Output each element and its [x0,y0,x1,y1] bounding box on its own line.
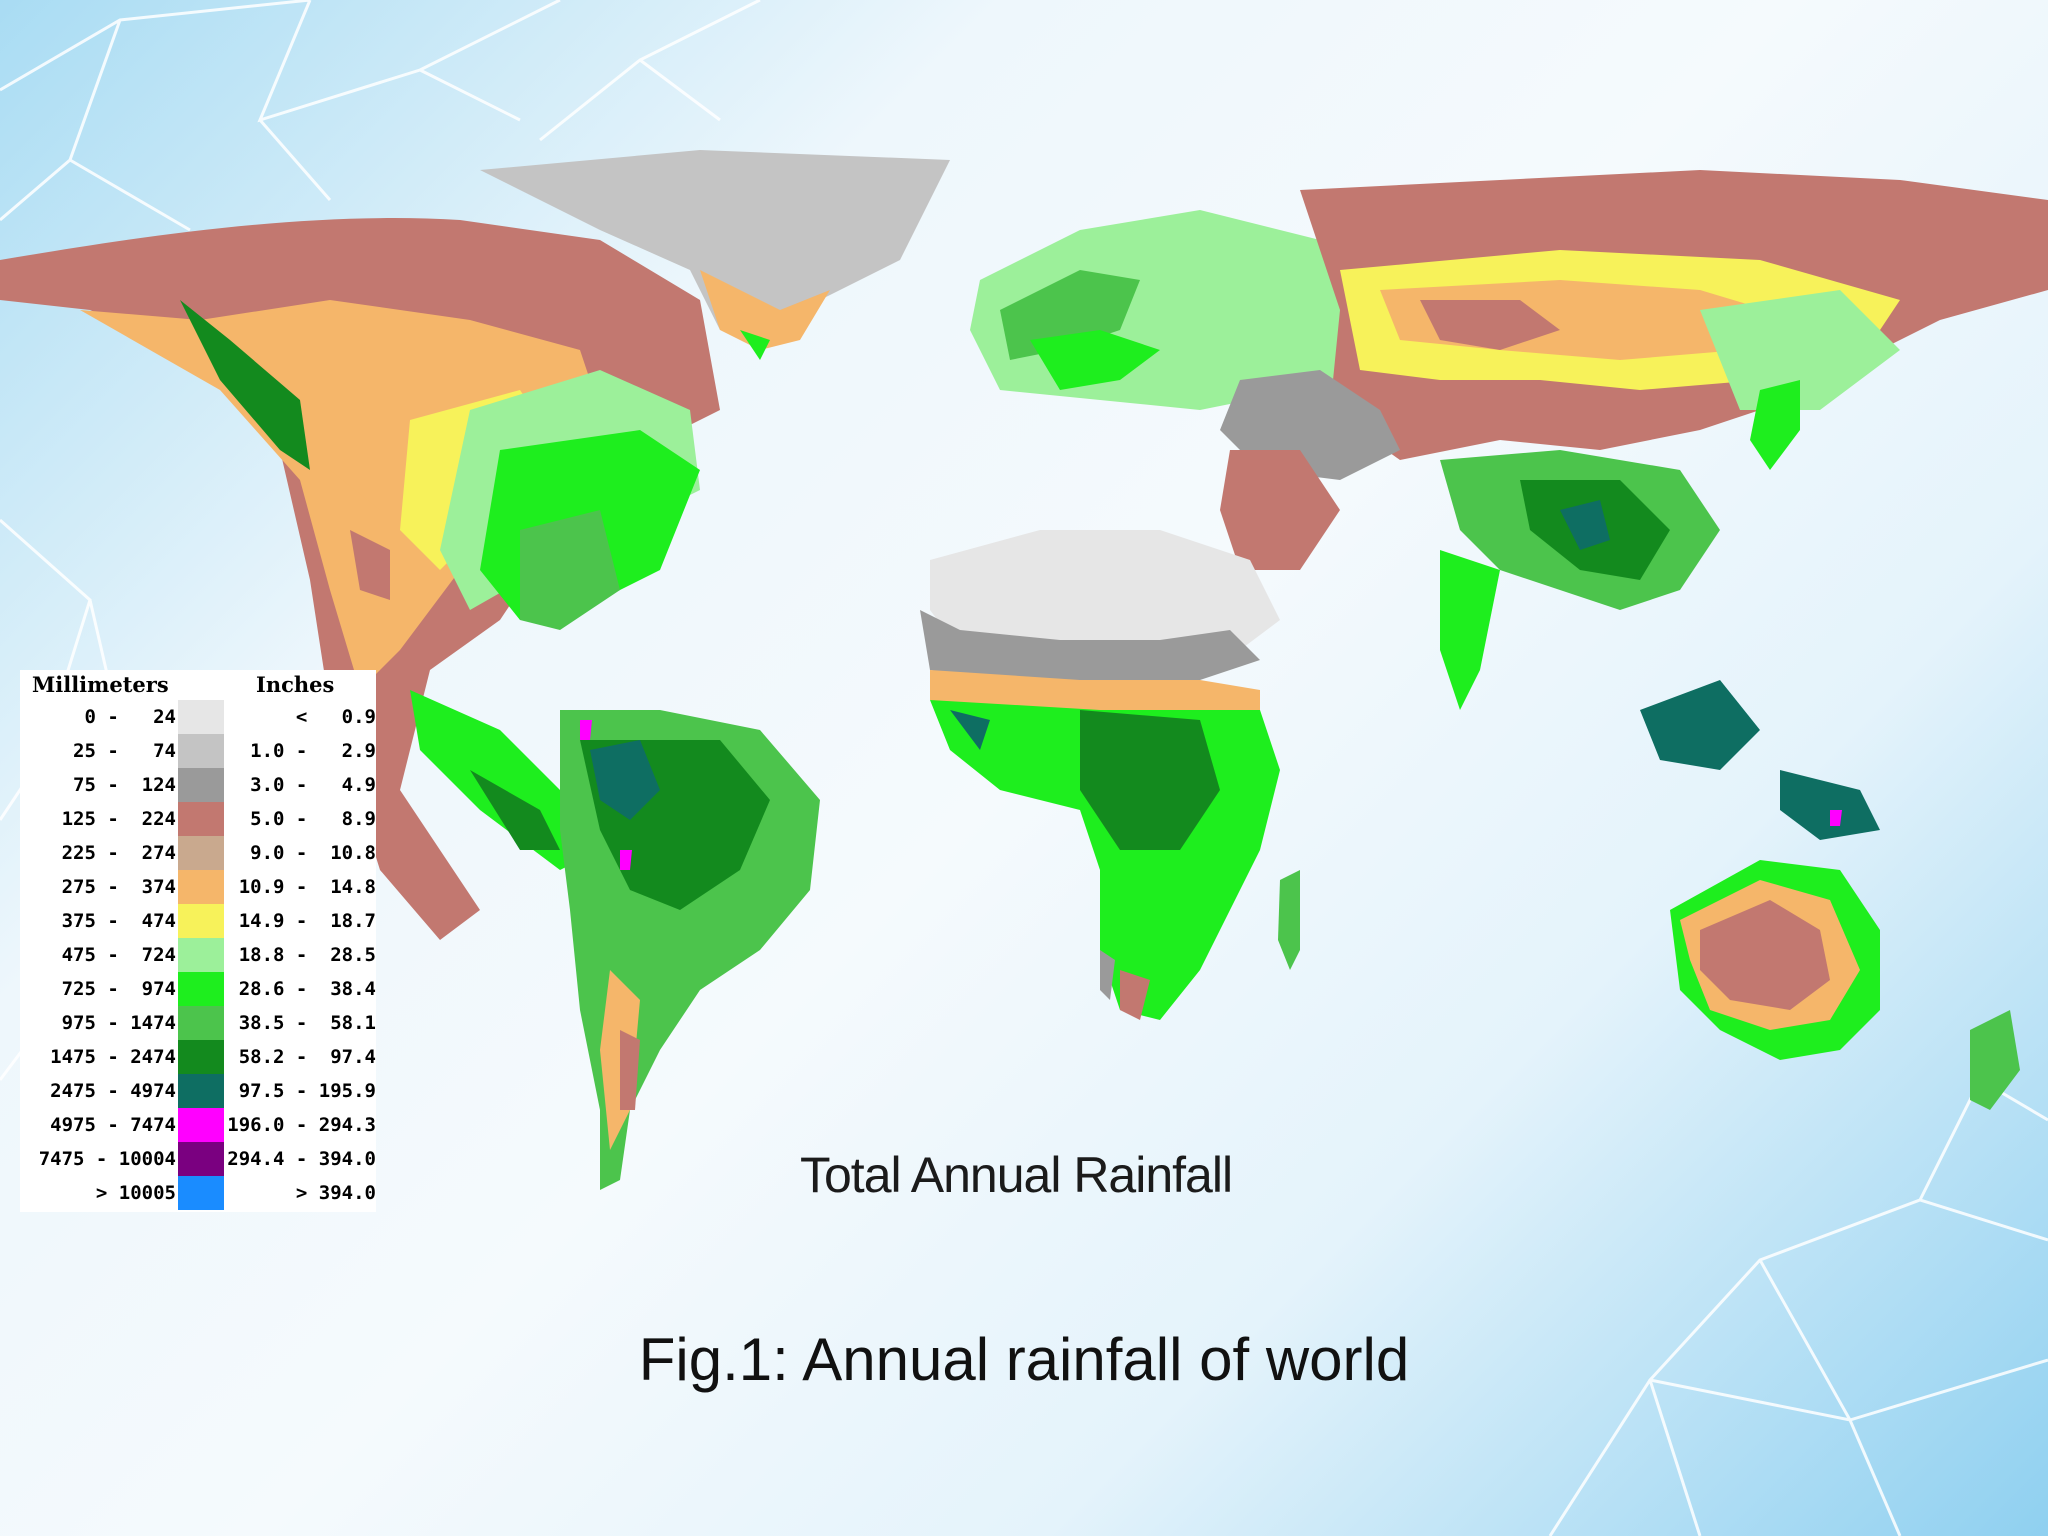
legend-row: 0 - 24 < 0.9 [20,700,376,734]
rainfall-legend: Millimeters Inches 0 - 24 < 0.9 25 - 74 1.0… [20,670,376,1212]
legend-mm-range: 1475 - 2474 [50,1046,176,1068]
legend-color-swatch [178,904,224,938]
world-rainfall-map [0,150,2048,1190]
figure-caption: Fig.1: Annual rainfall of world [638,1326,1410,1393]
asia [1220,170,2048,840]
legend-header-inches: Inches [256,672,335,697]
legend-inch-range: 9.0 - 10.8 [250,842,376,864]
legend-inch-range: 58.2 - 97.4 [238,1046,376,1068]
legend-mm-range: 975 - 1474 [61,1012,176,1034]
legend-color-swatch [178,1176,224,1210]
legend-row: 975 - 1474 38.5 - 58.1 [20,1006,376,1040]
greenland [480,150,950,360]
legend-mm-range: 475 - 724 [61,944,176,966]
legend-mm-range: 4975 - 7474 [50,1114,176,1136]
legend-inch-range: 5.0 - 8.9 [250,808,376,830]
legend-row: 225 - 274 9.0 - 10.8 [20,836,376,870]
legend-mm-range: 75 - 124 [73,774,176,796]
legend-color-swatch [178,1074,224,1108]
legend-color-swatch [178,1108,224,1142]
legend-inch-range: 3.0 - 4.9 [250,774,376,796]
legend-mm-range: 225 - 274 [61,842,176,864]
legend-color-swatch [178,870,224,904]
legend-inch-range: < 0.9 [295,706,376,728]
legend-color-swatch [178,972,224,1006]
legend-row: 275 - 374 10.9 - 14.8 [20,870,376,904]
legend-color-swatch [178,1006,224,1040]
legend-mm-range: 375 - 474 [61,910,176,932]
legend-row: 725 - 974 28.6 - 38.4 [20,972,376,1006]
legend-mm-range: 725 - 974 [61,978,176,1000]
legend-row: 2475 - 4974 97.5 - 195.9 [20,1074,376,1108]
legend-inch-range: 14.9 - 18.7 [238,910,376,932]
legend-color-swatch [178,768,224,802]
legend-inch-range: 28.6 - 38.4 [238,978,376,1000]
legend-color-swatch [178,700,224,734]
legend-inch-range: 38.5 - 58.1 [238,1012,376,1034]
legend-color-swatch [178,802,224,836]
legend-mm-range: > 10005 [95,1182,176,1204]
legend-mm-range: 125 - 224 [61,808,176,830]
legend-row: 25 - 74 1.0 - 2.9 [20,734,376,768]
legend-color-swatch [178,1040,224,1074]
legend-row: 125 - 224 5.0 - 8.9 [20,802,376,836]
south-america [560,710,820,1190]
legend-row: 475 - 724 18.8 - 28.5 [20,938,376,972]
legend-color-swatch [178,1142,224,1176]
legend-inch-range: 294.4 - 394.0 [227,1148,376,1170]
legend-mm-range: 25 - 74 [73,740,176,762]
legend-inch-range: > 394.0 [295,1182,376,1204]
legend-mm-range: 7475 - 10004 [38,1148,176,1170]
africa [920,530,1300,1020]
legend-inch-range: 97.5 - 195.9 [238,1080,376,1102]
legend-color-swatch [178,938,224,972]
australia [1670,860,2020,1110]
legend-color-swatch [178,836,224,870]
legend-mm-range: 2475 - 4974 [50,1080,176,1102]
legend-inch-range: 10.9 - 14.8 [238,876,376,898]
legend-row: 7475 - 10004 294.4 - 394.0 [20,1142,376,1176]
legend-color-swatch [178,734,224,768]
north-america [0,218,720,941]
legend-inch-range: 196.0 - 294.3 [227,1114,376,1136]
legend-mm-range: 0 - 24 [84,706,176,728]
map-title: Total Annual Rainfall [800,1147,1233,1203]
legend-row: 375 - 474 14.9 - 18.7 [20,904,376,938]
legend-mm-range: 275 - 374 [61,876,176,898]
legend-header-millimeters: Millimeters [32,672,169,697]
legend-row: 75 - 124 3.0 - 4.9 [20,768,376,802]
legend-row: 1475 - 2474 58.2 - 97.4 [20,1040,376,1074]
europe [970,210,1380,410]
legend-row: > 10005 > 394.0 [20,1176,376,1210]
legend-row: 4975 - 7474 196.0 - 294.3 [20,1108,376,1142]
legend-inch-range: 18.8 - 28.5 [238,944,376,966]
legend-inch-range: 1.0 - 2.9 [250,740,376,762]
